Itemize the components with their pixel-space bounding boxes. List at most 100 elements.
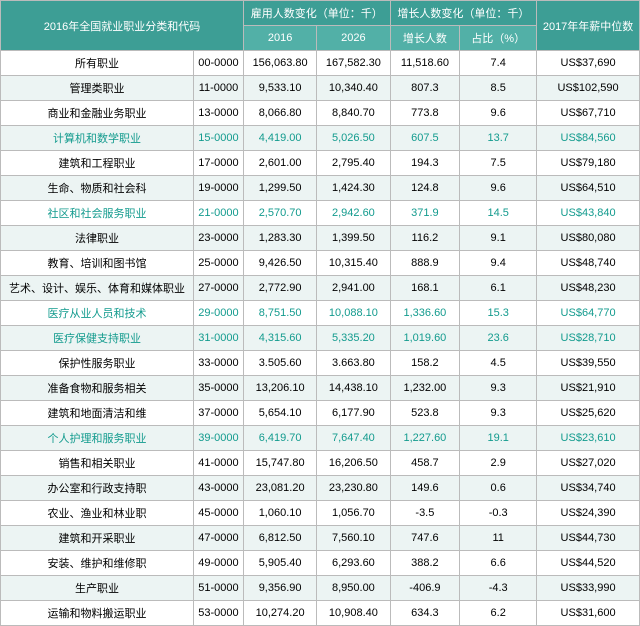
emp-2026: 1,424.30 — [317, 176, 390, 201]
occupation-name: 建筑和工程职业 — [1, 151, 194, 176]
table-row: 办公室和行政支持职43-000023,081.2023,230.80149.60… — [1, 476, 640, 501]
occupation-code: 23-0000 — [194, 226, 244, 251]
table-row: 建筑和工程职业17-00002,601.002,795.40194.37.5US… — [1, 151, 640, 176]
growth-percent: 9.6 — [460, 101, 537, 126]
occupation-code: 19-0000 — [194, 176, 244, 201]
hdr-category-code: 2016年全国就业职业分类和代码 — [1, 1, 244, 51]
median-salary: US$28,710 — [537, 326, 640, 351]
growth-number: -406.9 — [390, 576, 460, 601]
table-row: 建筑和开采职业47-00006,812.507,560.10747.611US$… — [1, 526, 640, 551]
growth-percent: 7.5 — [460, 151, 537, 176]
emp-2026: 10,340.40 — [317, 76, 390, 101]
growth-number: 888.9 — [390, 251, 460, 276]
table-row: 生命、物质和社会科19-00001,299.501,424.30124.89.6… — [1, 176, 640, 201]
table-row: 准备食物和服务相关35-000013,206.1014,438.101,232.… — [1, 376, 640, 401]
emp-2016: 4,315.60 — [243, 326, 316, 351]
emp-2026: 10,088.10 — [317, 301, 390, 326]
table-row: 安装、维护和维修职49-00005,905.406,293.60388.26.6… — [1, 551, 640, 576]
hdr-growth-change: 增长人数变化（单位：千） — [390, 1, 537, 26]
occupation-code: 21-0000 — [194, 201, 244, 226]
hdr-growth-percent: 占比（%） — [460, 26, 537, 51]
occupation-code: 17-0000 — [194, 151, 244, 176]
emp-2016: 8,751.50 — [243, 301, 316, 326]
occupation-name: 生命、物质和社会科 — [1, 176, 194, 201]
emp-2016: 2,570.70 — [243, 201, 316, 226]
table-row: 计算机和数学职业15-00004,419.005,026.50607.513.7… — [1, 126, 640, 151]
table-row: 社区和社会服务职业21-00002,570.702,942.60371.914.… — [1, 201, 640, 226]
table-row: 所有职业00-0000156,063.80167,582.3011,518.60… — [1, 51, 640, 76]
occupation-code: 11-0000 — [194, 76, 244, 101]
table-row: 个人护理和服务职业39-00006,419.707,647.401,227.60… — [1, 426, 640, 451]
occupation-name: 教育、培训和图书馆 — [1, 251, 194, 276]
emp-2026: 2,942.60 — [317, 201, 390, 226]
emp-2026: 1,056.70 — [317, 501, 390, 526]
occupation-name: 建筑和地面清洁和维 — [1, 401, 194, 426]
occupation-name: 建筑和开采职业 — [1, 526, 194, 551]
emp-2016: 5,654.10 — [243, 401, 316, 426]
emp-2016: 13,206.10 — [243, 376, 316, 401]
growth-number: 158.2 — [390, 351, 460, 376]
growth-percent: 6.1 — [460, 276, 537, 301]
occupation-code: 33-0000 — [194, 351, 244, 376]
median-salary: US$44,730 — [537, 526, 640, 551]
emp-2016: 1,299.50 — [243, 176, 316, 201]
table-row: 农业、渔业和林业职45-00001,060.101,056.70-3.5-0.3… — [1, 501, 640, 526]
occupation-code: 37-0000 — [194, 401, 244, 426]
table-row: 教育、培训和图书馆25-00009,426.5010,315.40888.99.… — [1, 251, 640, 276]
occupation-name: 所有职业 — [1, 51, 194, 76]
occupation-name: 安装、维护和维修职 — [1, 551, 194, 576]
growth-percent: 7.4 — [460, 51, 537, 76]
growth-number: 1,227.60 — [390, 426, 460, 451]
occupation-name: 计算机和数学职业 — [1, 126, 194, 151]
table-row: 法律职业23-00001,283.301,399.50116.29.1US$80… — [1, 226, 640, 251]
occupation-code: 31-0000 — [194, 326, 244, 351]
growth-percent: 6.6 — [460, 551, 537, 576]
table-row: 建筑和地面清洁和维37-00005,654.106,177.90523.89.3… — [1, 401, 640, 426]
emp-2016: 4,419.00 — [243, 126, 316, 151]
median-salary: US$64,510 — [537, 176, 640, 201]
occupation-name: 生产职业 — [1, 576, 194, 601]
emp-2026: 16,206.50 — [317, 451, 390, 476]
growth-number: 523.8 — [390, 401, 460, 426]
emp-2016: 2,601.00 — [243, 151, 316, 176]
growth-percent: 9.4 — [460, 251, 537, 276]
occupation-name: 个人护理和服务职业 — [1, 426, 194, 451]
emp-2026: 8,840.70 — [317, 101, 390, 126]
table-body: 所有职业00-0000156,063.80167,582.3011,518.60… — [1, 51, 640, 626]
occupation-name: 运输和物料搬运职业 — [1, 601, 194, 626]
occupation-code: 47-0000 — [194, 526, 244, 551]
occupation-code: 15-0000 — [194, 126, 244, 151]
emp-2026: 3.663.80 — [317, 351, 390, 376]
median-salary: US$48,230 — [537, 276, 640, 301]
median-salary: US$33,990 — [537, 576, 640, 601]
median-salary: US$27,020 — [537, 451, 640, 476]
growth-number: 773.8 — [390, 101, 460, 126]
occupation-code: 29-0000 — [194, 301, 244, 326]
occupation-name: 农业、渔业和林业职 — [1, 501, 194, 526]
hdr-2016: 2016 — [243, 26, 316, 51]
median-salary: US$43,840 — [537, 201, 640, 226]
occupation-code: 27-0000 — [194, 276, 244, 301]
growth-number: 388.2 — [390, 551, 460, 576]
occupation-name: 商业和金融业务职业 — [1, 101, 194, 126]
emp-2016: 9,356.90 — [243, 576, 316, 601]
table-row: 保护性服务职业33-00003.505.603.663.80158.24.5US… — [1, 351, 640, 376]
growth-percent: 9.6 — [460, 176, 537, 201]
median-salary: US$102,590 — [537, 76, 640, 101]
growth-percent: 13.7 — [460, 126, 537, 151]
occupation-code: 41-0000 — [194, 451, 244, 476]
emp-2026: 7,647.40 — [317, 426, 390, 451]
occupation-code: 13-0000 — [194, 101, 244, 126]
growth-number: 1,336.60 — [390, 301, 460, 326]
median-salary: US$39,550 — [537, 351, 640, 376]
occupation-name: 销售和相关职业 — [1, 451, 194, 476]
growth-number: 168.1 — [390, 276, 460, 301]
occupation-name: 社区和社会服务职业 — [1, 201, 194, 226]
occupation-code: 45-0000 — [194, 501, 244, 526]
occupation-name: 准备食物和服务相关 — [1, 376, 194, 401]
hdr-growth-number: 增长人数 — [390, 26, 460, 51]
table-row: 医疗从业人员和技术29-00008,751.5010,088.101,336.6… — [1, 301, 640, 326]
occupation-code: 00-0000 — [194, 51, 244, 76]
growth-number: 116.2 — [390, 226, 460, 251]
table-row: 商业和金融业务职业13-00008,066.808,840.70773.89.6… — [1, 101, 640, 126]
